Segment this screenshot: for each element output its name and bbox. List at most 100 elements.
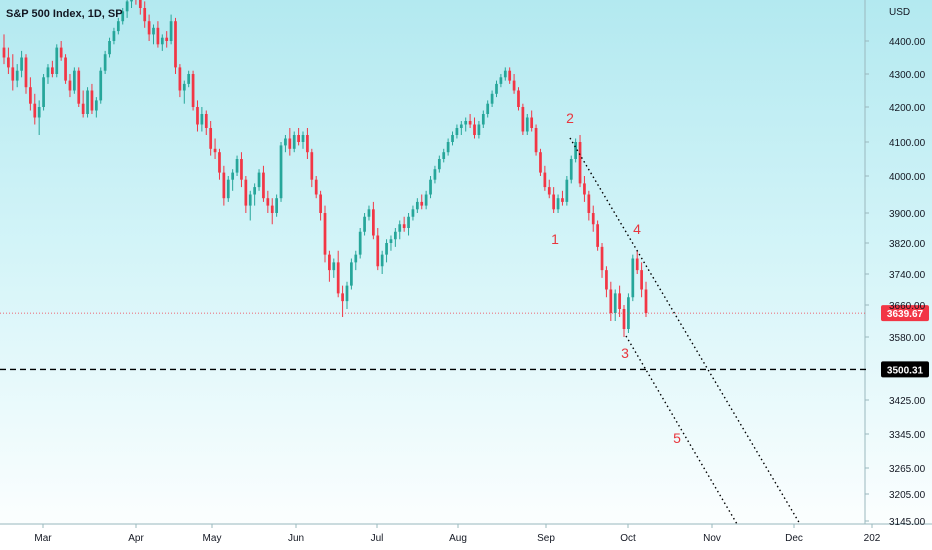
candle-body <box>121 11 125 22</box>
y-tick-label: 3820.00 <box>889 239 926 250</box>
candle <box>530 110 534 132</box>
candle-body <box>534 128 538 153</box>
candle <box>332 258 336 278</box>
candle-body <box>380 254 384 267</box>
candle-body <box>86 90 89 114</box>
candle-body <box>191 74 195 107</box>
candle <box>46 64 50 84</box>
candle <box>55 44 59 78</box>
candle-body <box>354 254 358 263</box>
candle <box>350 258 353 290</box>
candle-body <box>37 107 41 118</box>
candle-body <box>468 121 472 125</box>
candle <box>565 176 569 206</box>
candle-body <box>310 152 314 180</box>
candle <box>222 165 226 206</box>
candle-body <box>130 0 133 2</box>
candle-body <box>530 117 534 128</box>
y-tick-label: 4400.00 <box>889 37 926 48</box>
candle-body <box>240 159 243 180</box>
candle-body <box>99 70 103 101</box>
lower-trend-line <box>625 335 738 525</box>
y-tick-label: 3740.00 <box>889 270 926 281</box>
candle <box>270 198 274 225</box>
candle <box>534 124 538 156</box>
candle <box>569 155 573 184</box>
candle <box>240 152 243 188</box>
candle-body <box>323 213 327 255</box>
support-level-label: 3500.31 <box>887 365 924 376</box>
candle-body <box>112 31 116 41</box>
candle <box>81 90 85 118</box>
candle <box>635 250 639 274</box>
y-tick-label: 3145.00 <box>889 517 926 528</box>
candle <box>591 205 595 232</box>
candle <box>51 60 54 78</box>
candle-body <box>288 138 292 149</box>
candle-body <box>178 67 182 91</box>
y-tick-label: 4100.00 <box>889 138 926 149</box>
candle <box>605 266 608 298</box>
candle <box>174 17 177 74</box>
candle <box>94 97 98 118</box>
candle-body <box>345 285 349 302</box>
candle <box>561 190 564 206</box>
candle-body <box>160 37 164 45</box>
candle <box>354 250 358 271</box>
candle-body <box>451 135 454 142</box>
candle-body <box>72 70 76 91</box>
candle <box>363 213 366 236</box>
x-tick-label: Sep <box>537 533 555 544</box>
candle <box>328 250 331 282</box>
candle-body <box>297 135 300 142</box>
candle-body <box>411 209 415 217</box>
candle-body <box>429 179 432 195</box>
x-axis: Mar Apr May Jun Jul Aug Sep Oct Nov Dec 202 <box>34 524 881 544</box>
candle-body <box>15 70 19 81</box>
y-tick-label: 3900.00 <box>889 209 926 220</box>
y-tick-label: 4200.00 <box>889 103 926 114</box>
candle <box>86 87 89 118</box>
candle-body <box>253 187 257 195</box>
candle-body <box>486 103 490 114</box>
candle <box>503 67 507 81</box>
candle <box>20 50 23 78</box>
candle <box>125 0 129 18</box>
candle-body <box>244 179 248 206</box>
candle-body <box>196 107 199 125</box>
candle <box>292 131 296 153</box>
candle-body <box>521 107 525 132</box>
candle <box>512 74 516 94</box>
candle <box>323 205 327 263</box>
y-tick-label: 4000.00 <box>889 172 926 183</box>
candle-body <box>433 169 437 180</box>
candle-body <box>477 124 481 135</box>
candle <box>226 176 230 202</box>
candle <box>7 47 10 74</box>
wave-labels: 1 2 3 4 5 <box>551 110 681 446</box>
candle <box>72 67 76 94</box>
candle-body <box>622 309 626 329</box>
candle-body <box>200 114 204 125</box>
y-axis: 4400.00 4300.00 4200.00 4100.00 4000.00 3900.… <box>865 37 926 528</box>
candle-body <box>481 114 485 125</box>
candle-body <box>292 135 296 149</box>
candle <box>402 216 406 232</box>
candle <box>319 190 322 221</box>
x-tick-label: Nov <box>703 533 721 544</box>
candle-body <box>517 90 520 107</box>
candle-body <box>266 198 270 206</box>
candle-body <box>402 224 406 228</box>
candle-body <box>64 57 67 81</box>
candle-body <box>270 205 274 213</box>
candle <box>24 54 28 94</box>
candle <box>253 183 257 206</box>
candle-body <box>627 297 630 329</box>
candle <box>464 117 468 132</box>
candle-body <box>525 117 529 132</box>
candle-body <box>587 194 591 213</box>
candle-body <box>543 172 547 188</box>
candle <box>622 305 626 337</box>
candle <box>29 77 32 111</box>
